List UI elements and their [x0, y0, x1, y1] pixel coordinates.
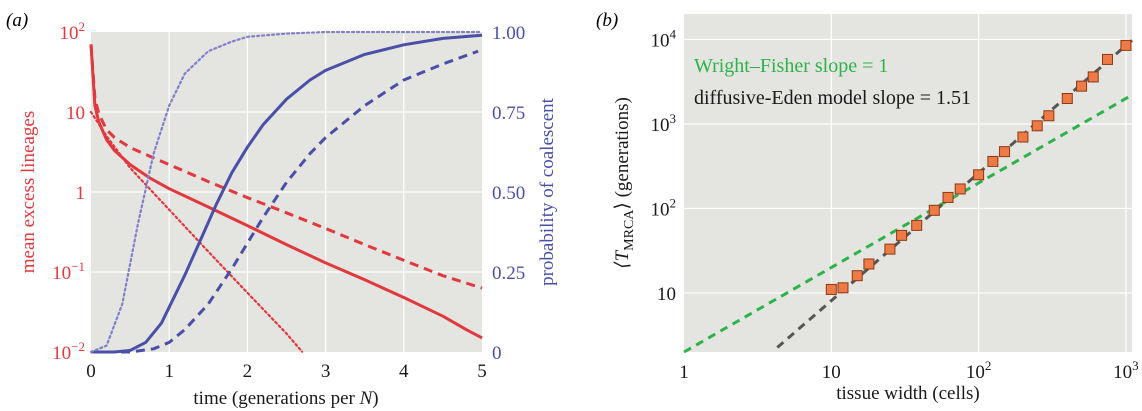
- panel-a: (a) 0 1 2 3 4 5 102 10 1 10−1 10−2 1.00 0.75 0.50 0.…: [6, 10, 558, 409]
- panel-b-y-tick-label: 103: [651, 111, 677, 136]
- panel-b-fit-lines: [683, 39, 1133, 354]
- panel-b-legend-wright-fisher: Wright–Fisher slope = 1: [694, 55, 888, 77]
- panel-b-data-point: [851, 270, 863, 282]
- panel-b-data-point: [928, 204, 940, 216]
- panel-a-series-left-dashed: [89, 44, 483, 290]
- panel-a-left-y-tick-label: 102: [60, 19, 86, 44]
- panel-b-x-tick-label: 10: [822, 362, 841, 383]
- panel-a-x-tick-label: 3: [321, 361, 331, 382]
- panel-b-grid: [684, 14, 1132, 352]
- panel-b-data-point: [1076, 80, 1088, 92]
- panel-a-series-right-dashed: [91, 49, 479, 354]
- panel-b-x-axis-label: tissue width (cells): [836, 383, 980, 404]
- panel-a-left-y-axis-label: mean excess lineages: [18, 111, 39, 273]
- panel-b-data-point: [825, 283, 837, 295]
- panel-b-points: [825, 39, 1132, 295]
- panel-b-legend-diffusive-eden: diffusive-Eden model slope = 1.51: [694, 87, 971, 109]
- panel-b-y-tick-label: 10: [657, 284, 676, 305]
- panel-b-data-point: [1061, 93, 1073, 104]
- panel-b: (b) 1 10 102 103 10 102 103 104 Wright–Fisher …: [596, 10, 1139, 404]
- panel-b-plot-area: [684, 14, 1132, 352]
- panel-b-y-tick-label: 102: [651, 195, 677, 220]
- panel-a-left-y-tick-label: 10−2: [52, 339, 85, 364]
- panel-a-x-axis-label: time (generations per N): [193, 388, 378, 409]
- panel-a-grid: [91, 32, 482, 352]
- panel-b-data-point: [942, 191, 954, 203]
- panel-b-y-axis-label: ⟨TMRCA⟩ (generations): [612, 97, 637, 269]
- panel-b-x-tick-label: 103: [1113, 358, 1139, 383]
- panel-b-data-point: [1087, 71, 1099, 83]
- panel-a-y-ticks-right: 1.00 0.75 0.50 0.25 0: [492, 23, 525, 364]
- panel-a-x-ticks: 0 1 2 3 4 5: [86, 361, 487, 382]
- panel-b-y-tick-label: 104: [651, 26, 677, 51]
- panel-a-x-tick-label: 5: [477, 361, 487, 382]
- panel-a-x-tick-label: 4: [399, 361, 409, 382]
- panel-a-left-y-tick-label: 1: [76, 183, 86, 204]
- panel-b-x-tick-label: 1: [679, 362, 689, 383]
- panel-b-data-point: [884, 243, 896, 255]
- panel-b-data-point: [973, 169, 985, 181]
- panel-a-right-y-axis-label: probability of coalescent: [537, 97, 558, 286]
- panel-b-data-point: [1101, 53, 1113, 65]
- panel-b-data-point: [837, 282, 849, 294]
- panel-a-x-tick-label: 2: [243, 361, 253, 382]
- panel-b-data-point: [987, 155, 999, 167]
- panel-a-x-tick-label: 1: [164, 361, 174, 382]
- panel-a-series-right-dotted: [89, 30, 484, 354]
- panel-b-x-tick-label: 102: [966, 358, 992, 383]
- panel-b-x-ticks: 1 10 102 103: [679, 358, 1138, 383]
- panel-b-data-point: [911, 219, 923, 231]
- panel-b-data-point: [954, 183, 966, 195]
- panel-a-label: (a): [6, 10, 28, 31]
- panel-b-label: (b): [596, 10, 618, 31]
- panel-a-right-y-tick-label: 0.50: [492, 183, 525, 204]
- panel-b-fit-line-0: [683, 93, 1133, 354]
- panel-b-data-point: [1043, 110, 1055, 122]
- panel-a-right-y-tick-label: 0.75: [492, 103, 525, 124]
- panel-a-series: [89, 30, 484, 354]
- panel-a-x-tick-label: 0: [86, 361, 96, 382]
- panel-b-data-point: [863, 258, 875, 270]
- panel-a-right-y-tick-label: 1.00: [492, 23, 525, 44]
- panel-b-data-point: [896, 229, 908, 241]
- panel-a-left-y-tick-label: 10: [66, 103, 85, 124]
- panel-a-right-y-tick-label: 0: [492, 343, 502, 364]
- panel-a-right-y-tick-label: 0.25: [492, 263, 525, 284]
- panel-b-y-ticks: 10 102 103 104: [651, 26, 677, 305]
- panel-a-series-right-solid: [91, 33, 483, 354]
- panel-b-data-point: [1017, 131, 1029, 143]
- panel-b-data-point: [1031, 120, 1043, 132]
- panel-a-left-y-tick-label: 10−1: [52, 259, 85, 284]
- panel-b-data-point: [999, 146, 1011, 158]
- panel-a-series-left-dotted: [89, 110, 304, 353]
- panel-b-data-point: [1120, 39, 1132, 51]
- panel-a-y-ticks-left: 102 10 1 10−1 10−2: [52, 19, 85, 364]
